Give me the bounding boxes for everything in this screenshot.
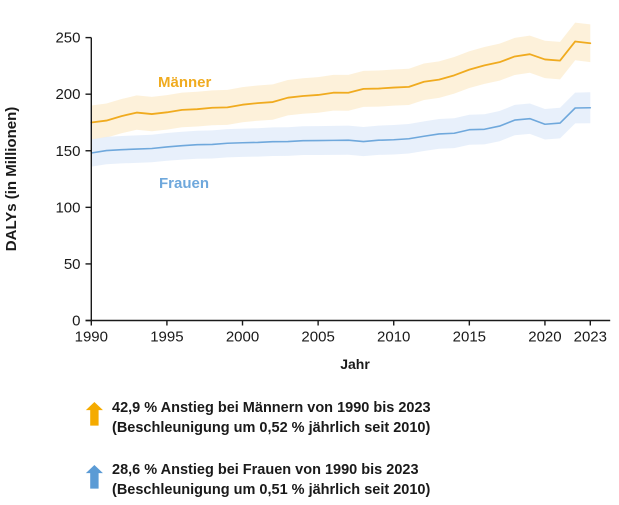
svg-text:2005: 2005 [301,329,334,346]
svg-text:28,6 % Anstieg bei Frauen von: 28,6 % Anstieg bei Frauen von 1990 bis 2… [112,462,419,478]
svg-text:2020: 2020 [528,329,561,346]
svg-text:Jahr: Jahr [340,356,370,372]
svg-text:200: 200 [55,86,80,103]
svg-text:50: 50 [64,256,81,273]
svg-text:42,9 % Anstieg bei Männern von: 42,9 % Anstieg bei Männern von 1990 bis … [112,400,431,416]
svg-text:2023: 2023 [574,329,607,346]
svg-text:2010: 2010 [377,329,410,346]
svg-text:DALYs (in Millionen): DALYs (in Millionen) [3,107,20,251]
svg-text:Frauen: Frauen [159,175,209,192]
svg-text:2000: 2000 [226,329,259,346]
svg-text:0: 0 [72,313,80,330]
svg-text:1995: 1995 [150,329,183,346]
svg-text:Männer: Männer [158,74,212,91]
svg-text:250: 250 [55,30,80,47]
svg-text:2015: 2015 [453,329,486,346]
svg-text:150: 150 [55,143,80,160]
svg-text:1990: 1990 [75,329,108,346]
svg-text:(Beschleunigung um 0,52 % jähr: (Beschleunigung um 0,52 % jährlich seit … [112,420,430,436]
svg-text:(Beschleunigung um 0,51 % jähr: (Beschleunigung um 0,51 % jährlich seit … [112,482,430,498]
svg-text:100: 100 [55,199,80,216]
